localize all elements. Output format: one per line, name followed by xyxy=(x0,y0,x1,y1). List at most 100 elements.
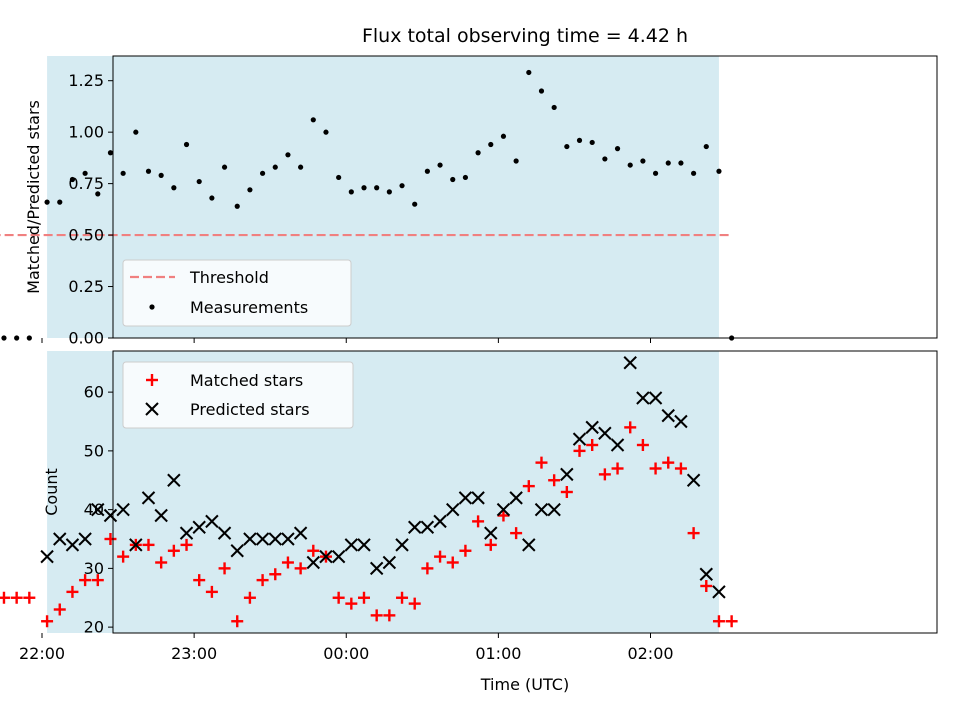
matched-star-point xyxy=(535,456,548,469)
x-tick-label: 00:00 xyxy=(323,644,369,663)
matched-star-point xyxy=(383,609,396,622)
matched-star-point xyxy=(218,562,231,575)
matched-star-point xyxy=(662,456,675,469)
matched-star-point xyxy=(649,462,662,475)
measurement-point xyxy=(285,152,291,158)
measurement-point xyxy=(627,162,633,168)
predicted-stars-points xyxy=(40,356,726,599)
y-tick-label: 1.25 xyxy=(68,71,104,90)
measurement-point xyxy=(665,160,671,166)
predicted-star-point xyxy=(103,508,118,523)
measurement-point xyxy=(1,335,7,341)
predicted-star-point xyxy=(534,502,549,517)
matched-star-point xyxy=(611,462,624,475)
matched-star-point xyxy=(142,538,155,551)
measurement-point xyxy=(450,176,456,183)
matched-star-point xyxy=(332,591,345,604)
matched-star-point xyxy=(421,562,434,575)
count-y-ticks: 20 30 40 50 60 xyxy=(84,383,113,637)
predicted-star-point xyxy=(268,532,282,546)
predicted-star-point xyxy=(344,538,359,552)
matched-star-point xyxy=(510,527,523,540)
matched-star-point xyxy=(560,486,573,498)
matched-star-point xyxy=(358,591,371,604)
predicted-star-point xyxy=(712,585,726,599)
y-tick-label: 0.25 xyxy=(68,277,104,296)
matched-star-point xyxy=(23,591,36,604)
matched-star-point xyxy=(307,544,320,557)
matched-star-point xyxy=(459,544,472,557)
measurement-point xyxy=(221,164,228,170)
measurement-point xyxy=(26,335,32,341)
predicted-star-point xyxy=(636,391,650,405)
measurement-point xyxy=(44,199,50,205)
matched-star-point xyxy=(10,591,23,604)
measurement-point xyxy=(209,195,215,201)
matched-star-point xyxy=(53,603,66,616)
ratio-x-ticks xyxy=(41,338,652,343)
matched-star-point xyxy=(104,533,117,545)
count-plot-frame xyxy=(112,350,938,634)
count-y-axis-label: Count xyxy=(42,468,61,516)
y-tick-label: 40 xyxy=(84,500,104,519)
count-panel: 20 30 40 50 60 22:00 23:00 00:00 01:00 02:00 Cou… xyxy=(0,350,938,694)
measurement-point xyxy=(716,168,722,174)
legend-predicted-label: Predicted stars xyxy=(190,400,310,419)
measurement-point xyxy=(298,164,304,170)
measurement-point xyxy=(374,185,380,191)
measurement-point xyxy=(614,146,621,152)
y-tick-label: 60 xyxy=(84,383,104,402)
measurement-point xyxy=(691,170,697,176)
x-tick-label: 02:00 xyxy=(627,644,673,663)
predicted-star-point xyxy=(129,538,143,552)
matched-star-point xyxy=(180,538,193,551)
ratio-legend-box xyxy=(122,259,352,327)
predicted-star-point xyxy=(458,491,473,505)
y-tick-label: 0.50 xyxy=(68,226,104,245)
measurement-point xyxy=(272,164,278,170)
measurement-point xyxy=(399,183,405,189)
legend-predicted-swatch xyxy=(145,402,159,416)
x-tick-label: 23:00 xyxy=(171,644,217,663)
matched-star-point xyxy=(674,462,687,475)
legend-matched-swatch xyxy=(146,374,158,386)
predicted-star-point xyxy=(585,420,599,435)
predicted-star-point xyxy=(496,502,511,517)
measurement-point xyxy=(107,150,114,156)
predicted-star-point xyxy=(357,538,371,552)
predicted-star-point xyxy=(65,538,80,552)
chart-title: Flux total observing time = 4.42 h xyxy=(362,25,688,47)
predicted-star-point xyxy=(40,549,54,564)
measurement-point xyxy=(412,201,418,207)
measurement-point xyxy=(14,335,20,341)
y-tick-label: 20 xyxy=(84,618,104,637)
measurement-point xyxy=(576,137,583,143)
matched-star-point xyxy=(0,591,10,604)
measurement-point xyxy=(348,189,354,195)
predicted-star-point xyxy=(572,432,587,446)
predicted-star-point xyxy=(179,526,194,540)
ratio-panel: Flux total observing time = 4.42 h 0.000… xyxy=(0,25,938,348)
predicted-star-point xyxy=(674,414,688,429)
measurement-point xyxy=(538,88,545,94)
x-tick-label: 22:00 xyxy=(19,644,65,663)
predicted-star-point xyxy=(192,520,206,534)
measurement-point xyxy=(386,189,392,195)
predicted-star-point xyxy=(648,391,663,405)
matched-star-point xyxy=(687,527,700,540)
ratio-y-axis-label: Matched/Predicted stars xyxy=(24,100,43,294)
matched-star-point xyxy=(205,585,218,598)
predicted-star-point xyxy=(484,526,498,540)
measurement-point xyxy=(678,160,684,166)
matched-star-point xyxy=(281,556,294,569)
matched-star-point xyxy=(598,468,611,481)
legend-measurements-label: Measurements xyxy=(190,298,308,317)
predicted-star-point xyxy=(446,502,460,517)
predicted-star-point xyxy=(686,473,701,487)
matched-star-point xyxy=(41,615,54,628)
predicted-star-point xyxy=(623,356,637,370)
predicted-star-point xyxy=(281,532,295,546)
predicted-star-point xyxy=(369,561,384,576)
measurement-points xyxy=(1,69,735,341)
